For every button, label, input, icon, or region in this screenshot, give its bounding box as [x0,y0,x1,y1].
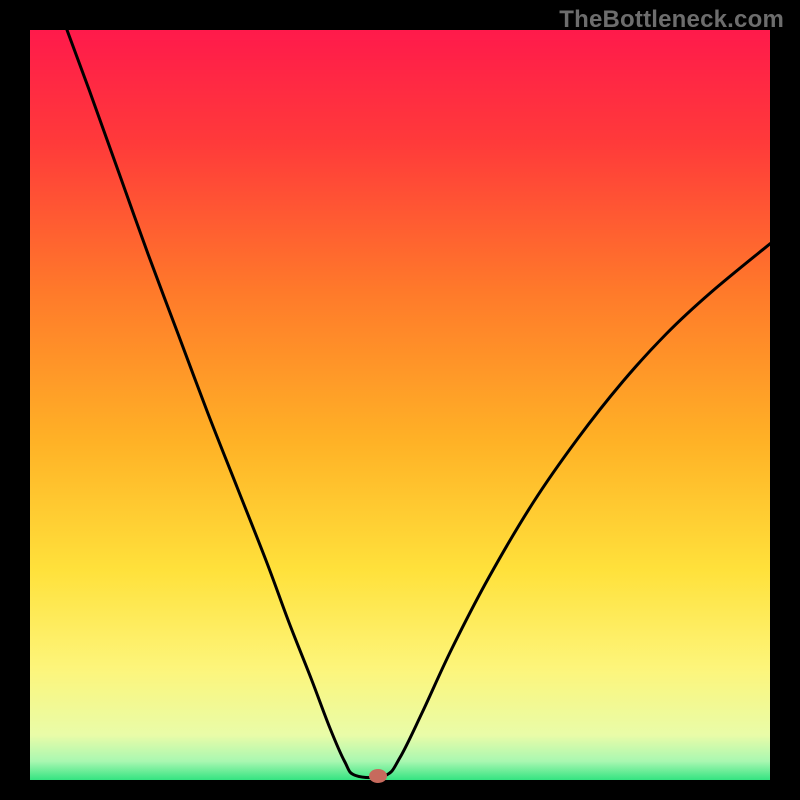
watermark-text: TheBottleneck.com [559,6,784,34]
bottleneck-curve [0,0,800,800]
optimum-marker [369,769,387,783]
chart-frame: TheBottleneck.com [0,0,800,800]
